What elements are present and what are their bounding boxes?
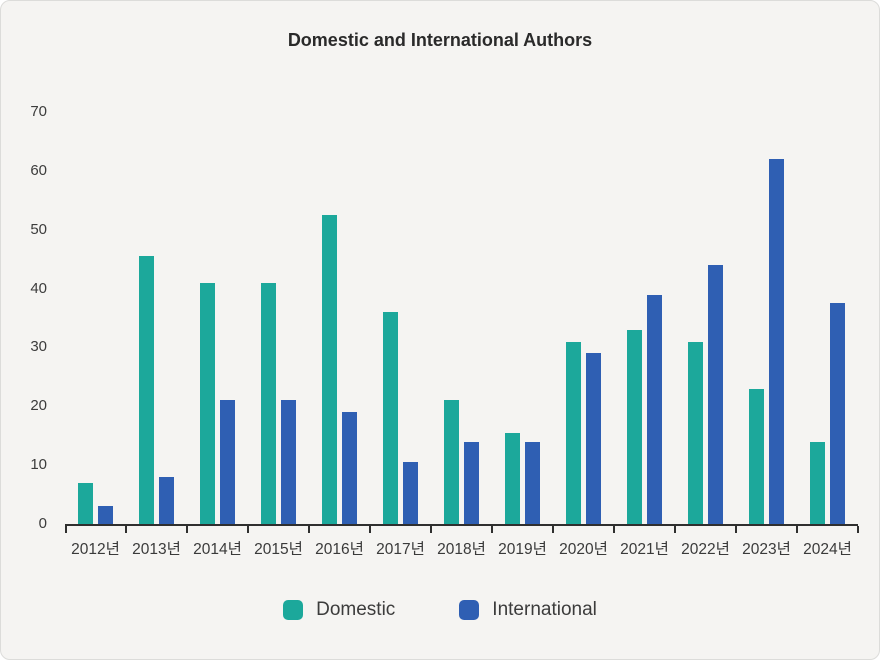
bar-international-2012년 <box>98 506 113 524</box>
bar-group-2024년 <box>797 112 858 524</box>
plot-area <box>65 112 859 533</box>
bar-international-2021년 <box>647 294 662 524</box>
legend: Domestic International <box>1 599 879 621</box>
y-axis-label-30: 30 <box>30 338 47 356</box>
bar-domestic-2016년 <box>322 215 337 524</box>
bar-international-2014년 <box>220 400 235 524</box>
bar-domestic-2017년 <box>383 312 398 524</box>
y-axis-label-60: 60 <box>30 161 47 179</box>
y-axis-label-70: 70 <box>30 103 47 120</box>
x-axis-label-2019년: 2019년 <box>498 541 547 558</box>
bar-international-2015년 <box>281 400 296 524</box>
bar-group-2021년 <box>614 112 675 524</box>
x-axis-label-2014년: 2014년 <box>193 541 242 558</box>
bar-group-2020년 <box>553 112 614 524</box>
x-axis-label-2022년: 2022년 <box>681 541 730 558</box>
legend-label-domestic: Domestic <box>316 599 396 620</box>
x-axis-tick <box>125 526 127 533</box>
bar-international-2024년 <box>830 303 845 524</box>
bar-international-2020년 <box>586 353 601 524</box>
bar-group-2015년 <box>248 112 309 524</box>
x-axis-tick <box>613 526 615 533</box>
x-axis-tick <box>186 526 188 533</box>
legend-label-international: International <box>492 599 597 620</box>
bar-domestic-2019년 <box>505 432 520 524</box>
bar-domestic-2022년 <box>688 341 703 524</box>
bar-group-2017년 <box>370 112 431 524</box>
x-axis-tick <box>430 526 432 533</box>
x-axis-tick <box>491 526 493 533</box>
x-axis-label-2015년: 2015년 <box>254 541 303 558</box>
x-axis-tick <box>308 526 310 533</box>
x-axis-tick <box>796 526 798 533</box>
x-axis-tick <box>247 526 249 533</box>
y-axis-label-20: 20 <box>30 397 47 415</box>
bar-group-2012년 <box>65 112 126 524</box>
bar-international-2022년 <box>708 265 723 524</box>
bar-domestic-2012년 <box>78 482 93 524</box>
x-axis-label-2012년: 2012년 <box>71 541 120 558</box>
bar-group-2014년 <box>187 112 248 524</box>
bar-international-2019년 <box>525 441 540 524</box>
bar-domestic-2014년 <box>200 282 215 524</box>
y-axis-label-10: 10 <box>30 456 47 474</box>
legend-swatch-international <box>459 600 480 620</box>
x-axis-label-2021년: 2021년 <box>620 541 669 558</box>
bar-international-2017년 <box>403 462 418 524</box>
x-axis-tick <box>552 526 554 533</box>
x-axis-label-2013년: 2013년 <box>132 541 181 558</box>
x-axis-tick <box>857 526 859 533</box>
x-axis-label-2020년: 2020년 <box>559 541 608 558</box>
x-axis-tick <box>369 526 371 533</box>
bar-international-2013년 <box>159 476 174 524</box>
bar-domestic-2015년 <box>261 282 276 524</box>
bar-domestic-2013년 <box>139 256 154 524</box>
y-axis-label-40: 40 <box>30 279 47 297</box>
x-axis-label-2023년: 2023년 <box>742 541 791 558</box>
legend-swatch-domestic <box>283 600 304 620</box>
bar-domestic-2024년 <box>810 441 825 524</box>
bar-international-2018년 <box>464 441 479 524</box>
x-axis-tick <box>65 526 67 533</box>
x-axis-tick <box>735 526 737 533</box>
chart-title: Domestic and International Authors <box>287 30 593 50</box>
bar-group-2022년 <box>675 112 736 524</box>
bar-domestic-2021년 <box>627 329 642 524</box>
bar-group-2018년 <box>431 112 492 524</box>
bar-domestic-2020년 <box>566 341 581 524</box>
x-axis-tick <box>674 526 676 533</box>
x-axis-label-2016년: 2016년 <box>315 541 364 558</box>
x-axis-label-2024년: 2024년 <box>803 541 852 558</box>
bar-group-2016년 <box>309 112 370 524</box>
x-axis-label-2017년: 2017년 <box>376 541 425 558</box>
bar-group-2019년 <box>492 112 553 524</box>
legend-item-international[interactable]: International <box>459 599 597 621</box>
bar-group-2023년 <box>736 112 797 524</box>
bar-international-2016년 <box>342 412 357 524</box>
y-axis-label-0: 0 <box>38 515 47 532</box>
bar-international-2023년 <box>769 159 784 524</box>
legend-item-domestic[interactable]: Domestic <box>283 599 395 621</box>
bar-domestic-2023년 <box>749 388 764 524</box>
bar-domestic-2018년 <box>444 400 459 524</box>
bar-group-2013년 <box>126 112 187 524</box>
x-axis-label-2018년: 2018년 <box>437 541 486 558</box>
y-axis-label-50: 50 <box>30 220 47 238</box>
